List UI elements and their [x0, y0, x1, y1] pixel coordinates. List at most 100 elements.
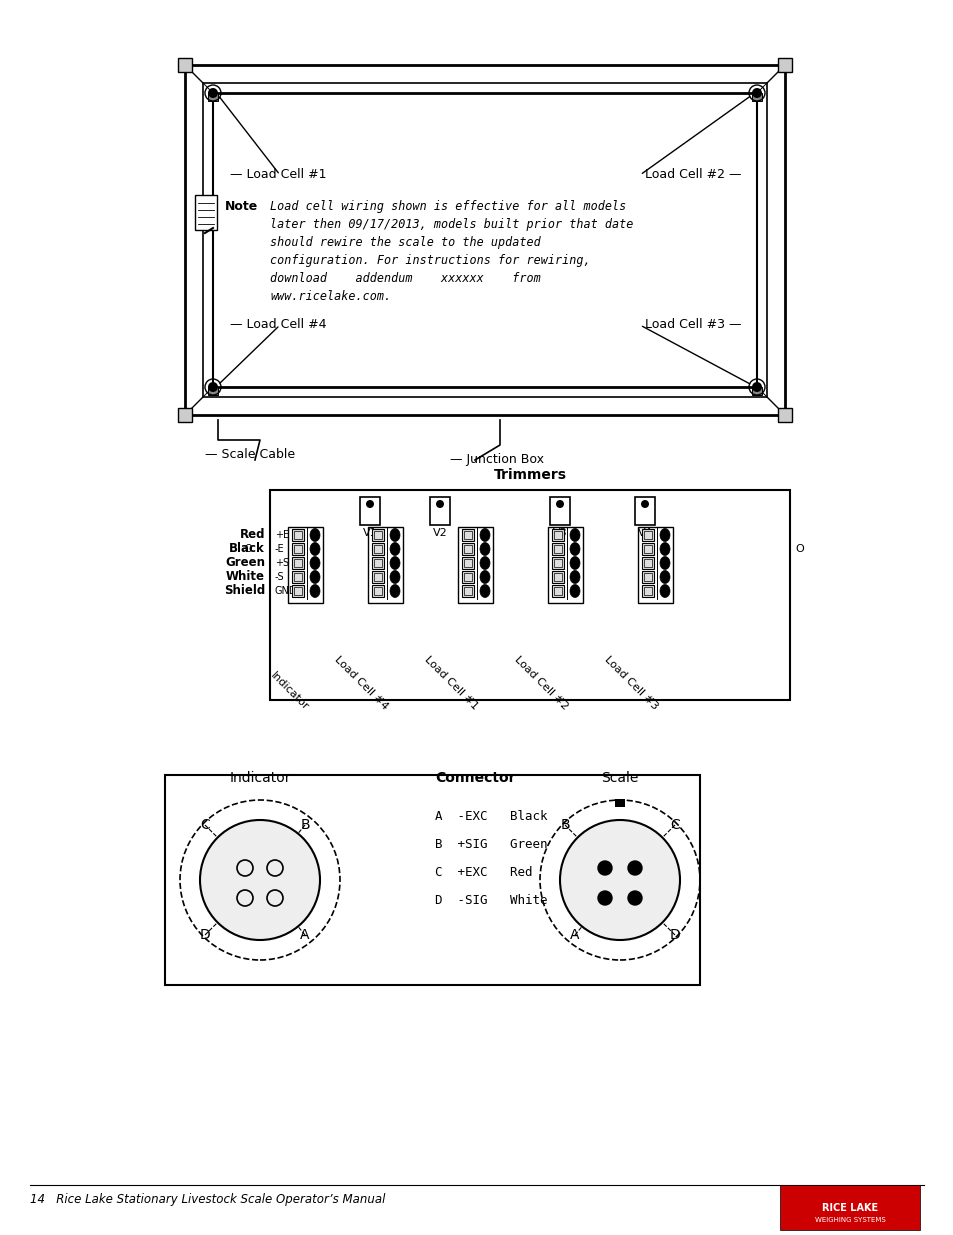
Text: O: O	[795, 543, 803, 555]
Ellipse shape	[479, 529, 490, 541]
Text: B: B	[559, 818, 569, 832]
Bar	[292, 557, 304, 569]
Ellipse shape	[569, 529, 579, 541]
Bar	[178, 58, 192, 72]
Bar	[552, 571, 563, 583]
Text: D  -SIG   White: D -SIG White	[435, 894, 547, 906]
Bar	[463, 545, 472, 553]
Text: — Load Cell #1: — Load Cell #1	[230, 168, 326, 182]
Ellipse shape	[479, 584, 490, 598]
Text: Load Cell #2: Load Cell #2	[512, 655, 569, 713]
Circle shape	[200, 820, 319, 940]
Bar	[552, 529, 563, 541]
Ellipse shape	[310, 542, 319, 556]
Text: Load Cell #3: Load Cell #3	[602, 655, 659, 713]
Bar	[641, 585, 654, 597]
Text: Indicator: Indicator	[268, 671, 310, 713]
Text: V1: V1	[362, 529, 377, 538]
Bar	[554, 545, 561, 553]
Bar	[641, 571, 654, 583]
Circle shape	[627, 861, 641, 876]
Bar	[554, 531, 561, 538]
Text: C  +EXC   Red: C +EXC Red	[435, 866, 532, 879]
Bar	[554, 559, 561, 567]
Bar	[294, 531, 302, 538]
Bar	[461, 585, 474, 597]
Bar	[463, 573, 472, 580]
Text: Shield: Shield	[224, 584, 265, 598]
Bar	[461, 529, 474, 541]
Bar	[288, 527, 323, 603]
Bar	[208, 387, 218, 395]
Text: RICE LAKE: RICE LAKE	[821, 1203, 877, 1213]
Bar	[463, 559, 472, 567]
Bar	[554, 587, 561, 595]
Bar	[294, 573, 302, 580]
Bar	[780, 1186, 919, 1230]
Bar	[643, 559, 651, 567]
Bar	[372, 543, 384, 555]
Bar	[550, 496, 569, 525]
Text: Load Cell #3 —: Load Cell #3 —	[644, 319, 740, 331]
Ellipse shape	[569, 557, 579, 569]
Ellipse shape	[659, 584, 669, 598]
Circle shape	[556, 500, 563, 508]
Bar	[641, 529, 654, 541]
Text: 14   Rice Lake Stationary Livestock Scale Operator’s Manual: 14 Rice Lake Stationary Livestock Scale …	[30, 1193, 385, 1207]
Bar	[292, 571, 304, 583]
Bar	[374, 531, 381, 538]
Text: O: O	[244, 543, 252, 555]
Bar	[372, 571, 384, 583]
Text: +S: +S	[274, 558, 289, 568]
Bar	[294, 559, 302, 567]
Bar	[552, 557, 563, 569]
Bar	[292, 543, 304, 555]
Ellipse shape	[390, 557, 399, 569]
Circle shape	[559, 820, 679, 940]
Text: Load Cell #4: Load Cell #4	[333, 655, 390, 713]
Bar	[552, 585, 563, 597]
Text: Note: Note	[225, 200, 258, 212]
Bar	[463, 531, 472, 538]
Circle shape	[640, 500, 648, 508]
Text: Trimmers: Trimmers	[493, 468, 566, 482]
Text: Load Cell #1: Load Cell #1	[422, 655, 479, 713]
Bar	[461, 571, 474, 583]
Ellipse shape	[390, 571, 399, 583]
Text: V3: V3	[552, 529, 567, 538]
Text: — Junction Box: — Junction Box	[450, 453, 543, 467]
Ellipse shape	[659, 542, 669, 556]
Text: C: C	[669, 818, 679, 832]
Ellipse shape	[390, 542, 399, 556]
Circle shape	[598, 890, 612, 905]
Bar	[374, 545, 381, 553]
Bar	[778, 58, 791, 72]
Text: D: D	[669, 927, 679, 942]
Circle shape	[208, 88, 218, 98]
Bar	[208, 93, 218, 101]
Bar	[547, 527, 582, 603]
Bar	[374, 587, 381, 595]
Bar	[635, 496, 655, 525]
Bar	[643, 545, 651, 553]
Bar	[294, 545, 302, 553]
Ellipse shape	[390, 529, 399, 541]
Text: A: A	[300, 927, 310, 942]
Bar	[461, 543, 474, 555]
Circle shape	[366, 500, 374, 508]
Bar	[643, 573, 651, 580]
Bar	[194, 195, 216, 230]
Bar	[641, 543, 654, 555]
Text: WEIGHING SYSTEMS: WEIGHING SYSTEMS	[814, 1216, 884, 1223]
Ellipse shape	[479, 571, 490, 583]
Text: V2: V2	[432, 529, 447, 538]
Bar	[270, 490, 789, 700]
Ellipse shape	[479, 542, 490, 556]
Text: A: A	[570, 927, 579, 942]
Text: Indicator: Indicator	[229, 771, 291, 785]
Ellipse shape	[310, 557, 319, 569]
Text: Green: Green	[225, 557, 265, 569]
Bar	[430, 496, 450, 525]
Bar	[615, 799, 624, 806]
Bar	[638, 527, 672, 603]
